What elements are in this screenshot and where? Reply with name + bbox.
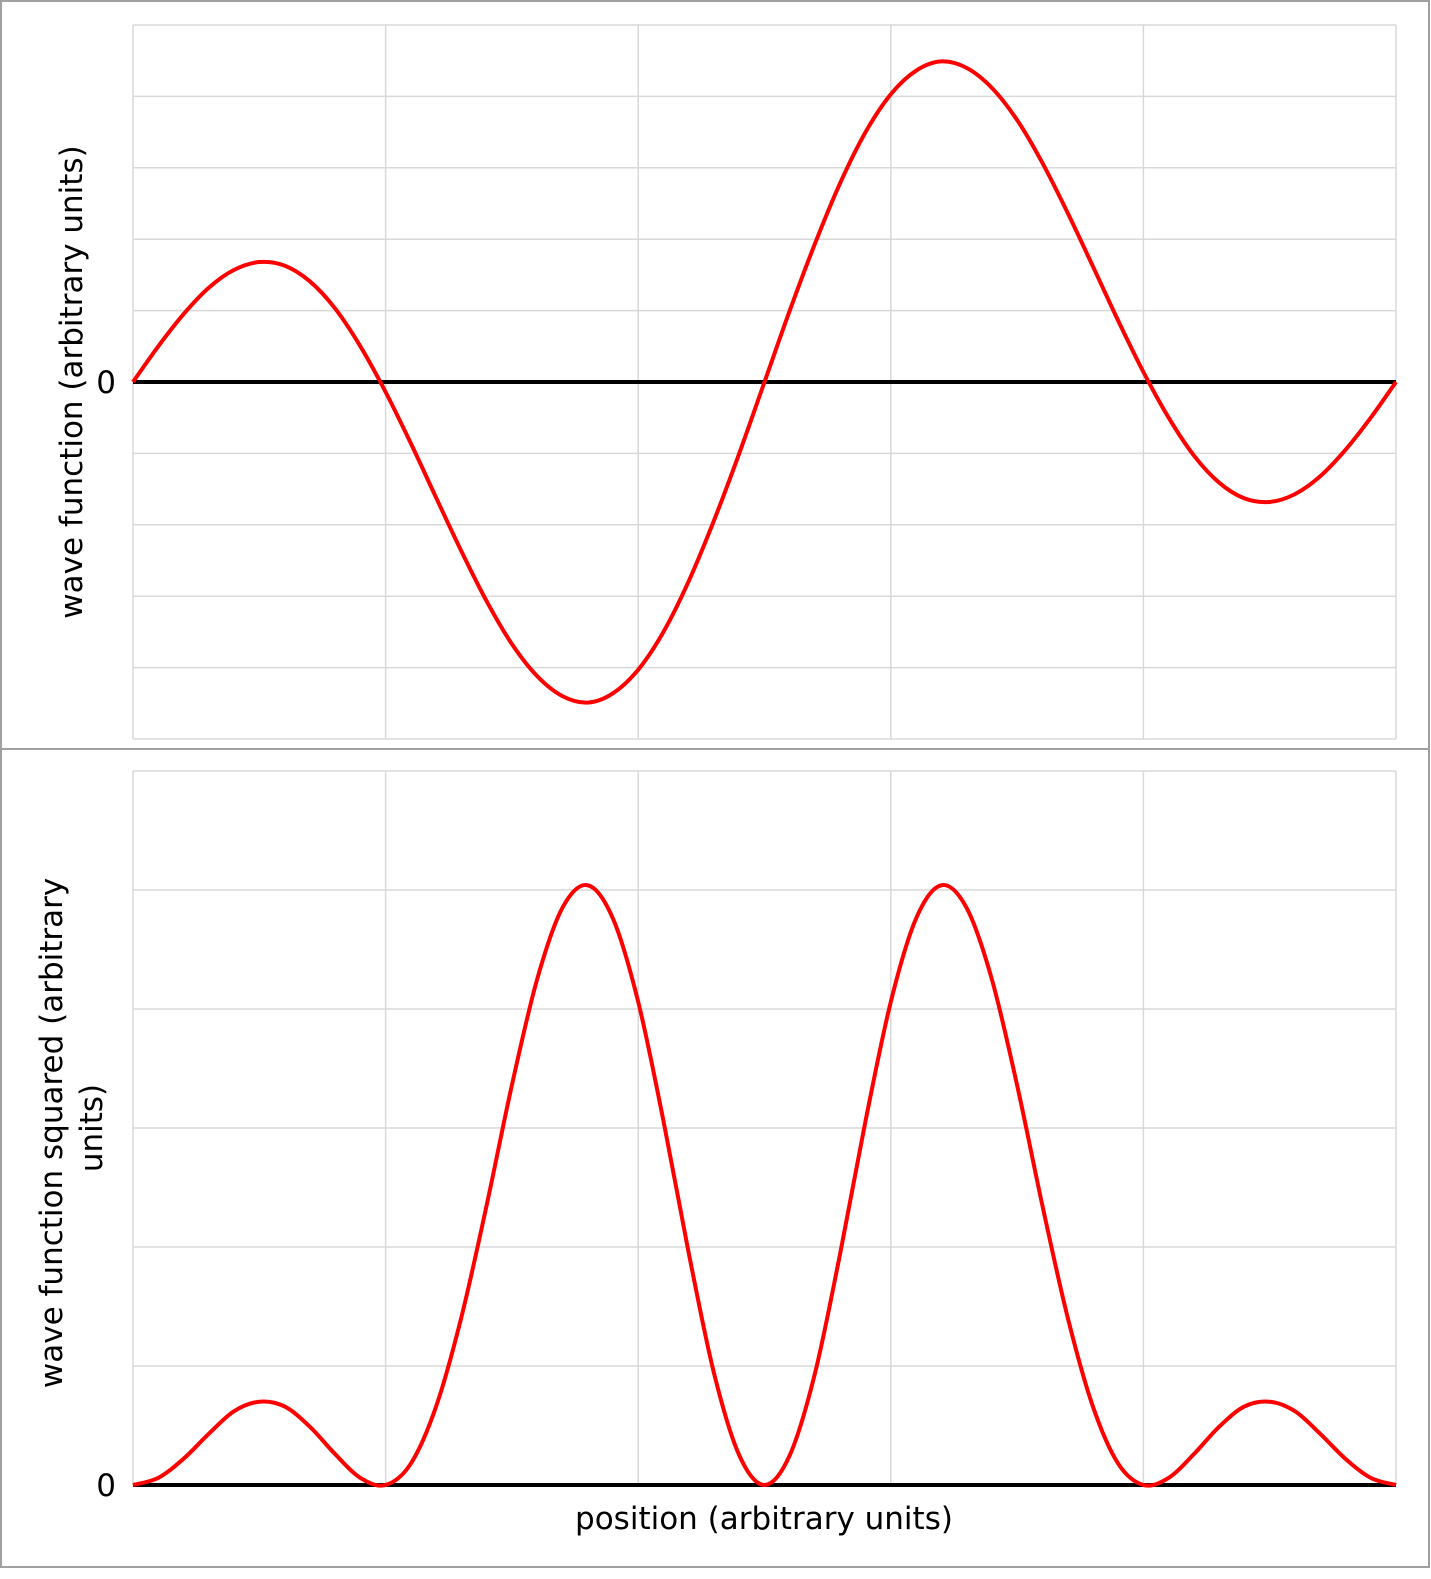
y-tick-label-0: 0 bbox=[96, 1468, 116, 1504]
wave-function-squared-line bbox=[132, 883, 1397, 1488]
y-axis-label: wave function (arbitrary units) bbox=[54, 145, 90, 618]
y-axis-label-line-1: wave function squared (arbitrary bbox=[34, 878, 70, 1388]
wave-function-chart: 0 wave function (arbitrary units) bbox=[54, 24, 1398, 740]
y-tick-label-0: 0 bbox=[96, 365, 116, 401]
wave-function-squared-chart: 0 wave function squared (arbitrary units… bbox=[34, 770, 1397, 1537]
y-axis-label-line-2: units) bbox=[74, 1084, 110, 1172]
gridlines bbox=[132, 770, 1397, 1486]
y-axis-label: wave function squared (arbitrary units) bbox=[34, 868, 110, 1388]
x-axis-label: position (arbitrary units) bbox=[575, 1501, 953, 1537]
wave-function-line bbox=[131, 59, 1398, 705]
